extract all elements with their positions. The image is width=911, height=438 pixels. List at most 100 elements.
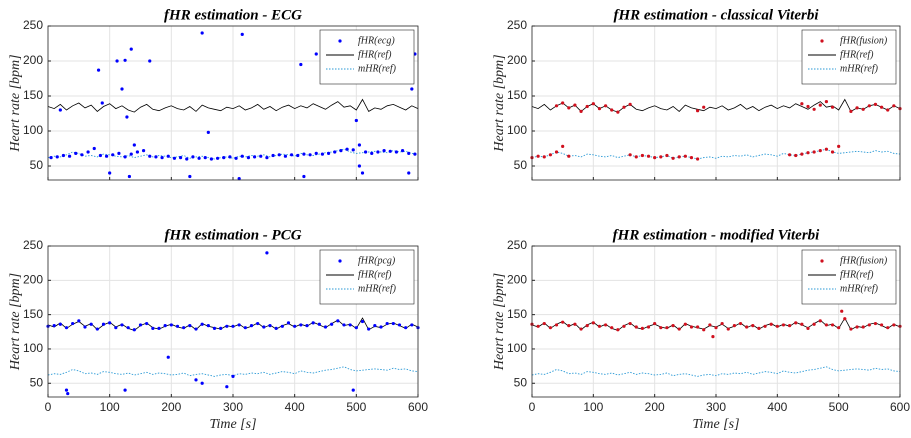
y-tick-label: 200 <box>23 53 43 67</box>
data-point <box>542 155 546 159</box>
data-point <box>677 155 681 159</box>
y-tick-label: 50 <box>30 375 44 389</box>
data-point <box>108 321 112 325</box>
data-point <box>138 323 143 327</box>
y-tick-label: 150 <box>23 307 43 321</box>
data-point <box>751 324 755 328</box>
data-point <box>818 149 822 153</box>
data-point <box>363 150 368 154</box>
data-point <box>806 104 810 109</box>
data-point <box>683 154 687 158</box>
data-point <box>127 174 131 179</box>
data-point <box>302 174 306 179</box>
data-point <box>757 326 761 330</box>
data-point <box>111 153 115 157</box>
data-point <box>646 325 651 329</box>
data-point <box>351 388 355 392</box>
data-point <box>407 151 411 155</box>
data-point <box>108 171 112 175</box>
data-point <box>567 324 571 328</box>
y-tick-label: 200 <box>507 272 527 286</box>
data-point <box>561 144 565 148</box>
data-point <box>659 155 663 159</box>
data-point <box>628 153 632 157</box>
data-point <box>302 152 306 156</box>
data-point <box>677 327 681 331</box>
data-point <box>391 321 395 326</box>
mhr-line <box>47 148 419 160</box>
data-point <box>114 326 118 330</box>
data-point <box>345 147 349 151</box>
data-point <box>604 323 608 327</box>
data-point <box>80 153 84 157</box>
data-point <box>299 62 303 67</box>
data-point <box>837 326 841 330</box>
x-tick-label: 400 <box>767 400 787 414</box>
data-point <box>219 326 223 330</box>
data-point <box>561 320 565 324</box>
data-point <box>277 153 281 157</box>
data-point <box>360 171 365 175</box>
data-point <box>283 154 288 158</box>
data-point <box>104 154 109 158</box>
data-point <box>123 155 127 159</box>
data-point <box>194 378 198 382</box>
data-point <box>665 153 669 158</box>
data-point <box>265 156 269 160</box>
data-point <box>326 151 331 155</box>
mhr-line <box>531 148 901 160</box>
y-tick-label: 150 <box>507 88 527 102</box>
data-point <box>175 324 180 328</box>
data-point <box>203 156 207 160</box>
data-point <box>58 108 62 112</box>
data-point <box>129 152 133 156</box>
data-point <box>314 52 318 56</box>
y-tick-label: 200 <box>23 272 43 286</box>
data-point <box>671 324 675 328</box>
data-point <box>886 326 890 330</box>
data-point <box>320 152 325 156</box>
data-point <box>849 109 853 113</box>
data-point <box>732 324 737 328</box>
data-point <box>265 251 269 255</box>
data-point <box>123 388 127 392</box>
data-point <box>413 152 417 156</box>
x-tick-label: 200 <box>161 400 181 414</box>
data-point <box>800 102 804 106</box>
data-point <box>536 154 540 158</box>
data-point <box>579 327 583 331</box>
data-point <box>554 323 559 327</box>
data-point <box>806 151 810 155</box>
data-point <box>892 323 896 327</box>
data-point <box>66 391 70 396</box>
data-point <box>794 321 798 325</box>
data-point <box>404 326 408 330</box>
data-point <box>373 324 377 328</box>
data-point <box>696 325 700 329</box>
data-point <box>200 322 204 326</box>
x-tick-label: 100 <box>100 400 120 414</box>
data-point <box>548 153 553 157</box>
data-point <box>714 326 718 330</box>
data-point <box>222 156 226 160</box>
data-point <box>788 153 792 157</box>
data-point <box>268 324 272 328</box>
data-point <box>382 149 386 153</box>
data-point <box>286 321 291 325</box>
data-point <box>49 156 53 160</box>
data-point <box>296 153 300 158</box>
data-point <box>781 323 786 327</box>
chart-title: fHR estimation - PCG <box>164 227 301 243</box>
data-point <box>573 322 577 326</box>
data-point <box>200 31 204 35</box>
data-point <box>166 355 170 359</box>
data-point <box>548 326 553 330</box>
data-point <box>567 154 571 158</box>
data-point <box>249 324 254 328</box>
data-point <box>720 321 724 326</box>
data-point <box>818 103 822 107</box>
data-point <box>333 150 337 154</box>
y-tick-label: 100 <box>23 123 43 137</box>
data-point <box>357 143 362 147</box>
data-point <box>634 325 638 329</box>
